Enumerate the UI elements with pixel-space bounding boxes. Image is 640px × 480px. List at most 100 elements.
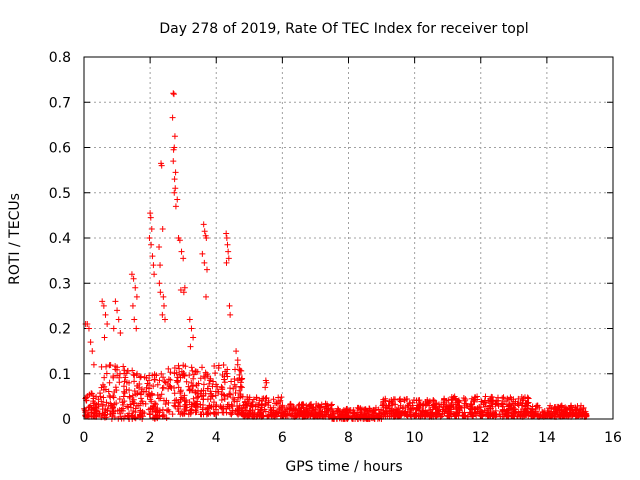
- data-point-baseline: [298, 408, 305, 415]
- data-point-baseline: [82, 395, 89, 402]
- data-point-baseline: [568, 402, 575, 409]
- data-point: [234, 357, 241, 364]
- data-point-baseline: [195, 380, 202, 387]
- data-point-baseline: [226, 405, 233, 412]
- data-point-baseline: [300, 404, 307, 411]
- data-point-baseline: [229, 407, 236, 414]
- data-point-baseline: [220, 361, 227, 368]
- data-point-baseline: [368, 412, 375, 419]
- data-point-baseline: [573, 412, 580, 419]
- data-point-baseline: [424, 398, 431, 405]
- y-tick-label: 0.1: [49, 367, 71, 383]
- data-point-baseline: [510, 402, 517, 409]
- data-point: [112, 298, 119, 305]
- data-point-baseline: [109, 412, 116, 419]
- data-point-baseline: [156, 377, 163, 384]
- data-point-baseline: [307, 410, 314, 417]
- data-point-baseline: [197, 411, 204, 418]
- data-point: [117, 330, 124, 337]
- data-point: [171, 133, 178, 140]
- data-point-baseline: [163, 407, 170, 414]
- data-point-baseline: [287, 401, 294, 408]
- data-point: [158, 162, 165, 169]
- plot-border: [83, 56, 614, 420]
- data-point-baseline: [190, 395, 197, 402]
- data-point-baseline: [90, 395, 97, 402]
- data-point: [130, 275, 137, 282]
- data-point-baseline: [173, 377, 180, 384]
- data-point: [159, 225, 166, 232]
- data-point-baseline: [214, 383, 221, 390]
- data-point-baseline: [120, 393, 127, 400]
- data-point-baseline: [402, 409, 409, 416]
- data-point-baseline: [160, 374, 167, 381]
- x-tick-label: 16: [604, 430, 622, 446]
- data-point-baseline: [571, 407, 578, 414]
- data-point-baseline: [101, 374, 108, 381]
- ticks: 0 2 4 6 8 10 12 14 16 0 0.1 0.2 0.3 0.4 0.5 0.6 0.7 0.8: [49, 50, 622, 446]
- data-point-baseline: [361, 410, 368, 417]
- data-point-baseline: [197, 390, 204, 397]
- data-point-baseline: [238, 376, 245, 383]
- data-point: [157, 289, 164, 296]
- data-point: [172, 185, 179, 192]
- data-point-baseline: [287, 405, 294, 412]
- data-point-baseline: [165, 399, 172, 406]
- data-point-baseline: [419, 413, 426, 420]
- data-point: [100, 302, 107, 309]
- data-point-baseline: [116, 396, 123, 403]
- data-point-baseline: [451, 411, 458, 418]
- data-point: [89, 348, 96, 355]
- data-point-baseline: [533, 403, 540, 410]
- data-point: [90, 361, 97, 368]
- data-point-baseline: [346, 409, 353, 416]
- data-point-baseline: [98, 363, 105, 370]
- data-point-baseline: [482, 393, 489, 400]
- data-point-baseline: [540, 412, 547, 419]
- data-point-baseline: [177, 387, 184, 394]
- data-point-baseline: [177, 390, 184, 397]
- data-point-baseline: [222, 368, 229, 375]
- data-point-baseline: [215, 364, 222, 371]
- data-point-baseline: [167, 377, 174, 384]
- data-point-baseline: [88, 407, 95, 414]
- data-point-baseline: [207, 410, 214, 417]
- data-point-baseline: [137, 391, 144, 398]
- data-point-baseline: [188, 379, 195, 386]
- data-point-baseline: [487, 412, 494, 419]
- data-point-baseline: [212, 411, 219, 418]
- data-point: [199, 250, 206, 257]
- data-point-baseline: [280, 413, 287, 420]
- data-point-baseline: [263, 394, 270, 401]
- data-point-baseline: [193, 401, 200, 408]
- data-point-baseline: [183, 378, 190, 385]
- data-point-baseline: [182, 401, 189, 408]
- data-point: [160, 293, 167, 300]
- data-point-baseline: [575, 407, 582, 414]
- data-point-baseline: [234, 408, 241, 415]
- data-point-baseline: [304, 407, 311, 414]
- data-point: [147, 210, 154, 217]
- data-point: [131, 316, 138, 323]
- data-point-baseline: [121, 390, 128, 397]
- data-point-baseline: [218, 396, 225, 403]
- data-point: [149, 253, 156, 260]
- data-point-baseline: [231, 376, 238, 383]
- data-point-baseline: [411, 413, 418, 420]
- data-point-baseline: [536, 404, 543, 411]
- data-point: [170, 90, 177, 97]
- data-point-baseline: [171, 364, 178, 371]
- data-point-baseline: [175, 408, 182, 415]
- data-point: [263, 379, 270, 386]
- data-point-baseline: [240, 409, 247, 416]
- x-tick-label: 10: [406, 430, 424, 446]
- data-point: [159, 311, 166, 318]
- data-point-baseline: [171, 390, 178, 397]
- data-point-baseline: [228, 378, 235, 385]
- data-point-baseline: [207, 375, 214, 382]
- data-point-baseline: [495, 402, 502, 409]
- data-point-baseline: [151, 376, 158, 383]
- data-point: [129, 302, 136, 309]
- data-point-baseline: [432, 411, 439, 418]
- data-point-baseline: [218, 404, 225, 411]
